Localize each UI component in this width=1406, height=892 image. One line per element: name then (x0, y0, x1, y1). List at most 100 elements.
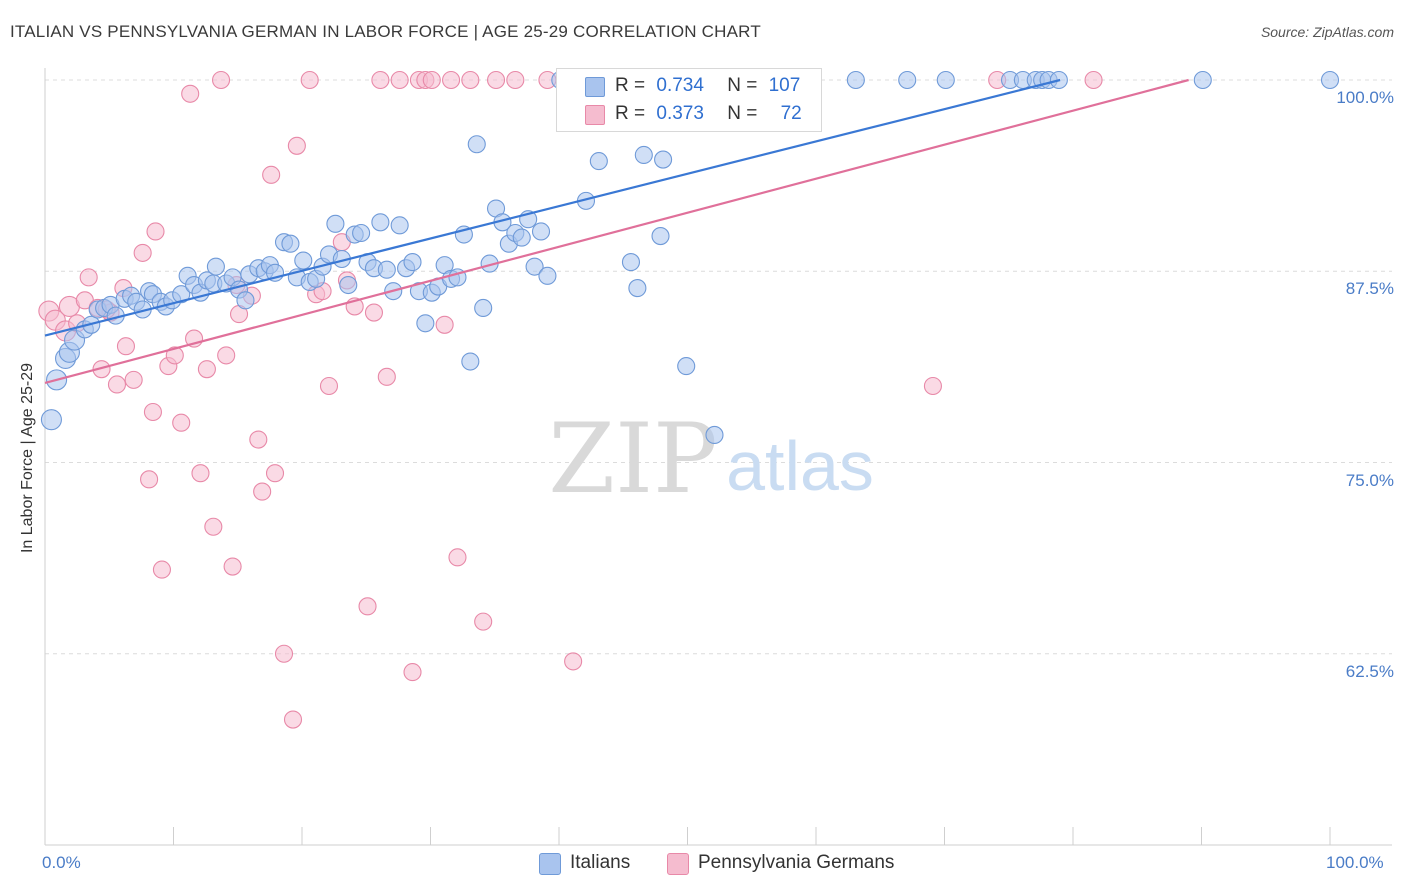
italians-point (236, 291, 255, 310)
italians-point (294, 251, 313, 270)
pennsylvania-point (371, 70, 390, 90)
pennsylvania-point (197, 360, 216, 379)
n-value: 107 (768, 75, 801, 96)
r-value: 0.734 (656, 75, 704, 96)
axes (44, 68, 1392, 846)
pennsylvania-point (140, 470, 159, 489)
pennsylvania-point (143, 402, 162, 422)
pennsylvania-point (223, 557, 242, 576)
series-italians (40, 70, 1340, 445)
watermark-atlas: atlas (726, 427, 874, 505)
pennsylvania-point (274, 644, 294, 663)
pennsylvania-point (403, 663, 422, 682)
italians-swatch (585, 77, 605, 97)
chart-title: ITALIAN VS PENNSYLVANIA GERMAN IN LABOR … (10, 22, 761, 41)
italians-point (628, 279, 647, 298)
pennsylvania-point (172, 413, 191, 432)
pennsylvania-point (364, 303, 384, 322)
y-tick-label: 62.5% (1345, 661, 1394, 681)
pennsylvania-point (506, 70, 525, 90)
pennsylvania-stats: R = 0.373 N = 72 (615, 103, 802, 127)
pennsylvania-point (116, 337, 136, 356)
pennsylvania-point (448, 548, 467, 567)
x-tick-label-max: 100.0% (1326, 853, 1384, 872)
n-value: 72 (780, 103, 802, 124)
watermark-zip: ZIP (548, 403, 717, 515)
italians-legend-label: Italians (570, 852, 631, 873)
italians-point (390, 216, 409, 235)
n-label: N = (727, 103, 758, 124)
italians-point (416, 314, 435, 333)
pennsylvania-point (152, 560, 171, 579)
italians-stats: R = 0.734 N = 107 (615, 75, 800, 99)
pennsylvania-point (79, 268, 98, 287)
pennsylvania-point (287, 136, 306, 155)
pennsylvania-point (146, 222, 165, 241)
italians-point (654, 150, 673, 169)
italians-point (403, 253, 422, 272)
pennsylvania-point (377, 367, 396, 386)
pennsylvania-point (253, 482, 272, 501)
italians-trend-line (44, 78, 1061, 337)
italians-point (40, 409, 62, 431)
italians-point (705, 425, 724, 445)
y-tick-label: 87.5% (1345, 279, 1394, 299)
r-label: R = (615, 103, 646, 124)
italians-point (525, 257, 544, 276)
italians-point (206, 257, 225, 276)
y-tick-label: 100.0% (1336, 88, 1394, 107)
italians-point (474, 298, 493, 318)
pennsylvania-point (165, 346, 184, 365)
pennsylvania-point (319, 376, 339, 396)
pennsylvania-point (1084, 70, 1103, 90)
r-label: R = (615, 75, 646, 96)
watermark: ZIP atlas (548, 403, 874, 515)
italians-point (326, 214, 345, 233)
trend-lines (44, 78, 1189, 385)
pennsylvania-point (191, 464, 210, 483)
pennsylvania-swatch (585, 105, 605, 125)
n-label: N = (727, 75, 758, 96)
pennsylvania-point (181, 84, 200, 103)
italians-point (936, 70, 955, 90)
italians-point (634, 145, 653, 165)
pennsylvania-point (133, 243, 152, 262)
pennsylvania-point (107, 375, 127, 394)
x-tick-label-min: 0.0% (42, 853, 81, 872)
pennsylvania-point (265, 464, 285, 483)
pennsylvania-trend-line (44, 78, 1189, 385)
pennsylvania-legend-label: Pennsylvania Germans (698, 852, 895, 873)
italians-point (281, 234, 300, 253)
italians-point (467, 135, 486, 154)
pennsylvania-point (923, 376, 942, 396)
pennsylvania-point (249, 430, 268, 449)
italians-point (1193, 70, 1212, 90)
italians-point (377, 260, 396, 279)
italians-point (677, 357, 696, 376)
italians-point (538, 266, 557, 285)
italians-legend-swatch (539, 853, 561, 875)
italians-point (172, 285, 191, 304)
pennsylvania-point (442, 70, 461, 90)
pennsylvania-legend-swatch (667, 853, 689, 875)
italians-point (531, 222, 551, 241)
pennsylvania-point (474, 612, 493, 631)
r-value: 0.373 (656, 103, 704, 124)
pennsylvania-point (262, 165, 281, 184)
italians-point (651, 227, 670, 246)
pennsylvania-point (204, 517, 223, 536)
pennsylvania-point (486, 70, 506, 90)
italians-point (339, 275, 358, 295)
italians-point (898, 70, 917, 90)
italians-point (589, 152, 608, 171)
pennsylvania-point (422, 70, 441, 90)
italians-point (846, 70, 865, 90)
italians-point (621, 253, 641, 272)
italians-point (461, 352, 480, 371)
italians-point (352, 223, 371, 243)
series-pennsylvania-germans (38, 70, 1103, 729)
italians-point (1320, 70, 1340, 90)
pennsylvania-point (211, 70, 231, 90)
italians-point (512, 228, 531, 247)
pennsylvania-point (390, 70, 409, 90)
